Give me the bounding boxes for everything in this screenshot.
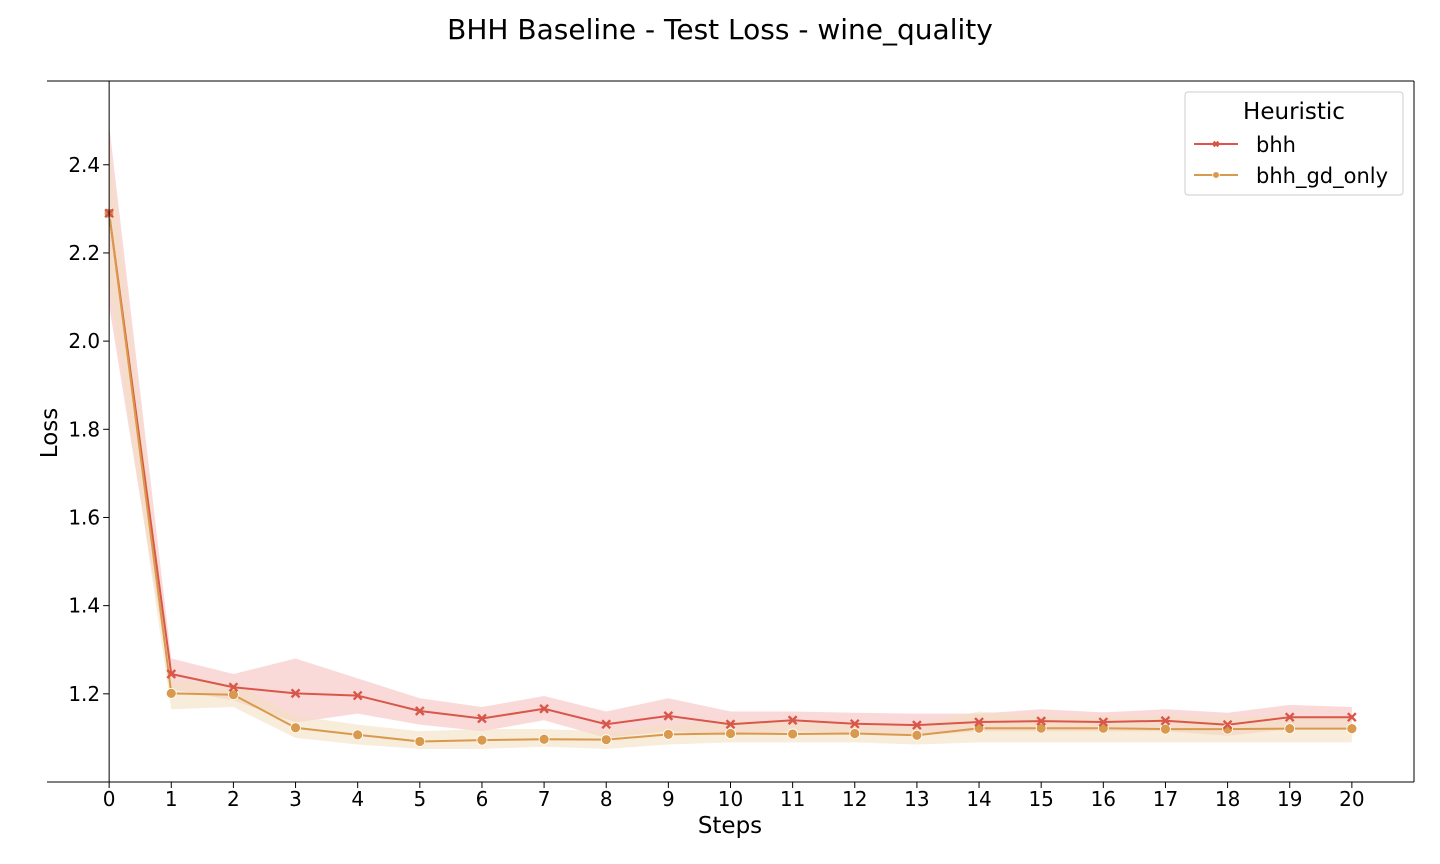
x-tick-label: 13 xyxy=(904,787,929,811)
marker-bhh_gd_only xyxy=(1160,723,1171,735)
y-tick-label: 1.4 xyxy=(68,594,100,618)
x-tick-label: 2 xyxy=(227,787,240,811)
marker-bhh xyxy=(1347,712,1357,723)
marker-bhh xyxy=(849,718,860,729)
marker-bhh_gd_only xyxy=(1035,722,1047,734)
marker-bhh_gd_only xyxy=(911,729,923,741)
x-tick-label: 11 xyxy=(780,787,805,811)
legend-frame xyxy=(1184,91,1404,196)
series-markers xyxy=(103,207,1358,747)
marker-bhh xyxy=(352,690,363,701)
marker-bhh xyxy=(601,719,612,730)
marker-bhh xyxy=(539,703,549,714)
x-tick-label: 14 xyxy=(966,787,991,811)
chart-title: BHH Baseline - Test Loss - wine_quality xyxy=(447,13,993,46)
marker-bhh_gd_only xyxy=(849,728,861,739)
x-tick-label: 15 xyxy=(1028,787,1053,811)
marker-bhh_gd_only xyxy=(600,734,612,746)
legend: Heuristic bhh bhh_gd_only xyxy=(1184,91,1404,196)
marker-bhh xyxy=(228,682,239,693)
x-tick-label: 17 xyxy=(1153,787,1178,811)
legend-swatch-marker xyxy=(1212,171,1220,179)
y-axis-label: Loss xyxy=(37,408,63,458)
legend-item-bhh_gd_only: bhh_gd_only xyxy=(1194,164,1388,189)
x-tick-label: 9 xyxy=(662,787,675,811)
marker-bhh_gd_only xyxy=(725,728,736,739)
line-bhh xyxy=(108,213,1352,727)
marker-bhh_gd_only xyxy=(787,728,799,740)
x-axis-ticks: 0 1 2 3 4 5 6 7 8 9 10 11 12 13 14 15 16 17 18 19 20 xyxy=(103,782,1365,811)
y-tick-label: 2.2 xyxy=(68,241,100,265)
marker-bhh xyxy=(663,711,674,721)
x-tick-label: 18 xyxy=(1215,787,1240,811)
marker-bhh xyxy=(1284,712,1295,723)
y-tick-label: 1.6 xyxy=(68,505,100,529)
x-tick-label: 6 xyxy=(476,787,489,811)
marker-bhh xyxy=(974,717,984,727)
x-axis-label: Steps xyxy=(698,813,762,839)
marker-bhh xyxy=(912,720,922,730)
x-tick-label: 8 xyxy=(600,787,613,811)
marker-bhh xyxy=(414,706,425,716)
marker-bhh_gd_only xyxy=(538,733,550,745)
marker-bhh_gd_only xyxy=(662,728,674,740)
marker-bhh_gd_only xyxy=(476,734,488,746)
x-tick-label: 7 xyxy=(538,787,551,811)
x-tick-label: 5 xyxy=(413,787,426,811)
x-tick-label: 1 xyxy=(165,787,178,811)
marker-bhh xyxy=(1160,715,1171,726)
marker-bhh_gd_only xyxy=(290,722,301,734)
band-bhh_gd_only xyxy=(109,142,1352,749)
y-tick-label: 1.8 xyxy=(68,417,100,441)
y-tick-label: 2.0 xyxy=(68,329,100,353)
marker-bhh xyxy=(166,669,177,679)
marker-bhh_gd_only xyxy=(165,687,177,699)
x-tick-label: 19 xyxy=(1277,787,1302,811)
band-bhh xyxy=(109,125,1352,738)
marker-bhh xyxy=(787,715,798,726)
marker-bhh_gd_only xyxy=(352,729,364,741)
x-tick-label: 3 xyxy=(289,787,302,811)
legend-label: bhh_gd_only xyxy=(1256,164,1388,189)
x-tick-label: 16 xyxy=(1091,787,1116,811)
y-tick-label: 1.2 xyxy=(68,682,100,706)
marker-bhh xyxy=(725,719,736,730)
marker-bhh_gd_only xyxy=(1284,723,1296,735)
marker-bhh xyxy=(1036,716,1047,727)
x-tick-label: 0 xyxy=(103,787,116,811)
x-tick-label: 4 xyxy=(351,787,364,811)
x-tick-label: 20 xyxy=(1339,787,1364,811)
marker-bhh xyxy=(290,688,301,699)
legend-label: bhh xyxy=(1256,133,1296,157)
x-tick-label: 10 xyxy=(718,787,743,811)
marker-bhh_gd_only xyxy=(228,689,239,701)
legend-swatch-marker xyxy=(1212,140,1220,148)
marker-bhh xyxy=(477,713,487,724)
y-tick-label: 2.4 xyxy=(68,153,100,177)
legend-title: Heuristic xyxy=(1243,99,1345,125)
legend-item-bhh: bhh xyxy=(1194,133,1296,157)
x-tick-label: 12 xyxy=(842,787,867,811)
marker-bhh xyxy=(1222,719,1233,730)
confidence-bands xyxy=(109,125,1352,749)
y-axis-ticks: 1.2 1.4 1.6 1.8 2.0 2.2 2.4 xyxy=(68,153,110,706)
marker-bhh_gd_only xyxy=(1346,723,1358,735)
marker-bhh_gd_only xyxy=(414,736,426,747)
marker-bhh xyxy=(1098,717,1109,727)
